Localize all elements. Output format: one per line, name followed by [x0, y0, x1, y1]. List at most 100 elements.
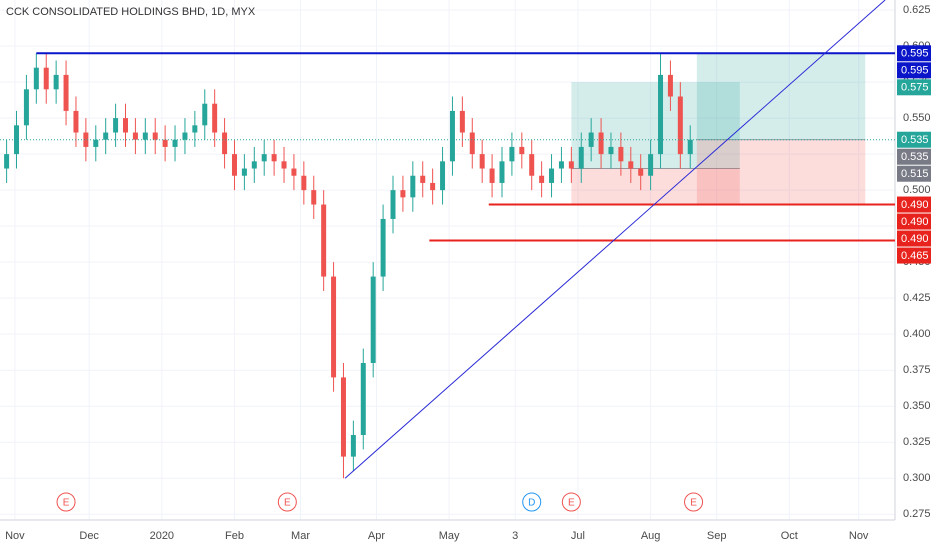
candle-body — [63, 74, 69, 111]
candle-body — [53, 74, 59, 90]
price-label-box — [897, 165, 931, 182]
candle-body — [558, 161, 564, 169]
x-tick-label: Nov — [849, 530, 869, 542]
x-tick-label: Nov — [5, 530, 25, 542]
candle-body — [192, 125, 198, 133]
x-tick-label: Oct — [781, 530, 798, 542]
candle-body — [291, 168, 297, 176]
price-label: 0.595 — [901, 48, 929, 60]
candle-body — [113, 118, 119, 133]
candle-body — [122, 118, 128, 133]
candle-body — [578, 146, 584, 169]
y-tick-label: 0.500 — [903, 184, 931, 196]
price-label-box — [897, 62, 931, 79]
candle-body — [667, 74, 673, 97]
candle-body — [142, 132, 148, 140]
candle-body — [182, 132, 188, 140]
candle-body — [638, 168, 644, 176]
candle-body — [370, 276, 376, 363]
candle-body — [251, 161, 257, 169]
candle-body — [281, 161, 287, 169]
candle-body — [410, 175, 416, 198]
candle-body — [23, 89, 29, 126]
candle-body — [489, 168, 495, 183]
x-tick-label: Feb — [225, 530, 244, 542]
price-label-box — [897, 213, 931, 230]
x-tick-label: Aug — [641, 530, 661, 542]
price-label: 0.490 — [901, 233, 929, 245]
candle-body — [14, 125, 20, 155]
price-label-box — [897, 148, 931, 165]
candle-body — [380, 218, 386, 277]
price-label-box — [897, 79, 931, 96]
candle-body — [677, 96, 683, 155]
candle-body — [400, 190, 406, 198]
x-tick-label: May — [439, 530, 460, 542]
candle-body — [340, 377, 346, 457]
event-marker — [522, 492, 542, 512]
candle-body — [132, 132, 138, 140]
candle-body — [459, 110, 465, 133]
candle-body — [93, 139, 99, 147]
candle-body — [241, 168, 247, 176]
price-label-box — [897, 230, 931, 247]
candle-body — [301, 175, 307, 191]
candle-body — [420, 175, 426, 183]
price-label-box — [897, 45, 931, 62]
price-label: 0.535 — [901, 151, 929, 163]
candle-body — [687, 139, 693, 155]
candle-body — [331, 276, 337, 378]
y-tick-label: 0.550 — [903, 112, 931, 124]
x-tick-label: Apr — [368, 530, 385, 542]
x-tick-label: Mar — [291, 530, 310, 542]
price-label: 0.575 — [901, 82, 929, 94]
candle-body — [568, 161, 574, 169]
candle-body — [83, 132, 89, 147]
candle-body — [202, 103, 208, 126]
candle-body — [449, 110, 455, 162]
price-label: 0.595 — [901, 65, 929, 77]
event-label: D — [528, 498, 535, 509]
loss-zone — [571, 168, 740, 205]
candle-body — [231, 154, 237, 176]
candle-body — [529, 154, 535, 176]
y-tick-label: 0.325 — [903, 436, 931, 448]
x-tick-label: Dec — [79, 530, 99, 542]
loss-zone — [696, 139, 866, 205]
candle-body — [390, 190, 396, 219]
event-label: E — [568, 498, 575, 509]
price-label-box — [897, 196, 931, 213]
candle-body — [33, 67, 39, 90]
candle-body — [658, 74, 664, 155]
candle-body — [172, 139, 178, 147]
candle-body — [43, 67, 49, 90]
x-tick-label: 2020 — [150, 530, 174, 542]
y-tick-label: 0.300 — [903, 472, 931, 484]
y-tick-label: 0.350 — [903, 400, 931, 412]
y-tick-label: 0.400 — [903, 328, 931, 340]
candle-body — [321, 204, 327, 277]
profit-zone — [696, 53, 866, 140]
chart-title: CCK CONSOLIDATED HOLDINGS BHD, 1D, MYX — [6, 6, 256, 18]
price-label-box — [897, 131, 931, 148]
candle-body — [430, 182, 436, 191]
event-label: E — [284, 498, 291, 509]
candle-body — [350, 435, 356, 457]
price-label: 0.515 — [901, 168, 929, 180]
price-label: 0.490 — [901, 199, 929, 211]
price-label: 0.490 — [901, 216, 929, 228]
x-tick-label: Sep — [707, 530, 727, 542]
event-label: E — [690, 498, 697, 509]
y-tick-label: 0.625 — [903, 4, 931, 16]
y-tick-label: 0.275 — [903, 508, 931, 520]
candle-body — [212, 103, 218, 133]
candle-body — [271, 154, 277, 162]
x-tick-label: 3 — [512, 530, 518, 542]
trend-line — [344, 0, 886, 479]
price-label: 0.465 — [901, 250, 929, 262]
event-marker — [684, 492, 704, 512]
candle-body — [628, 161, 634, 169]
event-marker — [277, 492, 297, 512]
